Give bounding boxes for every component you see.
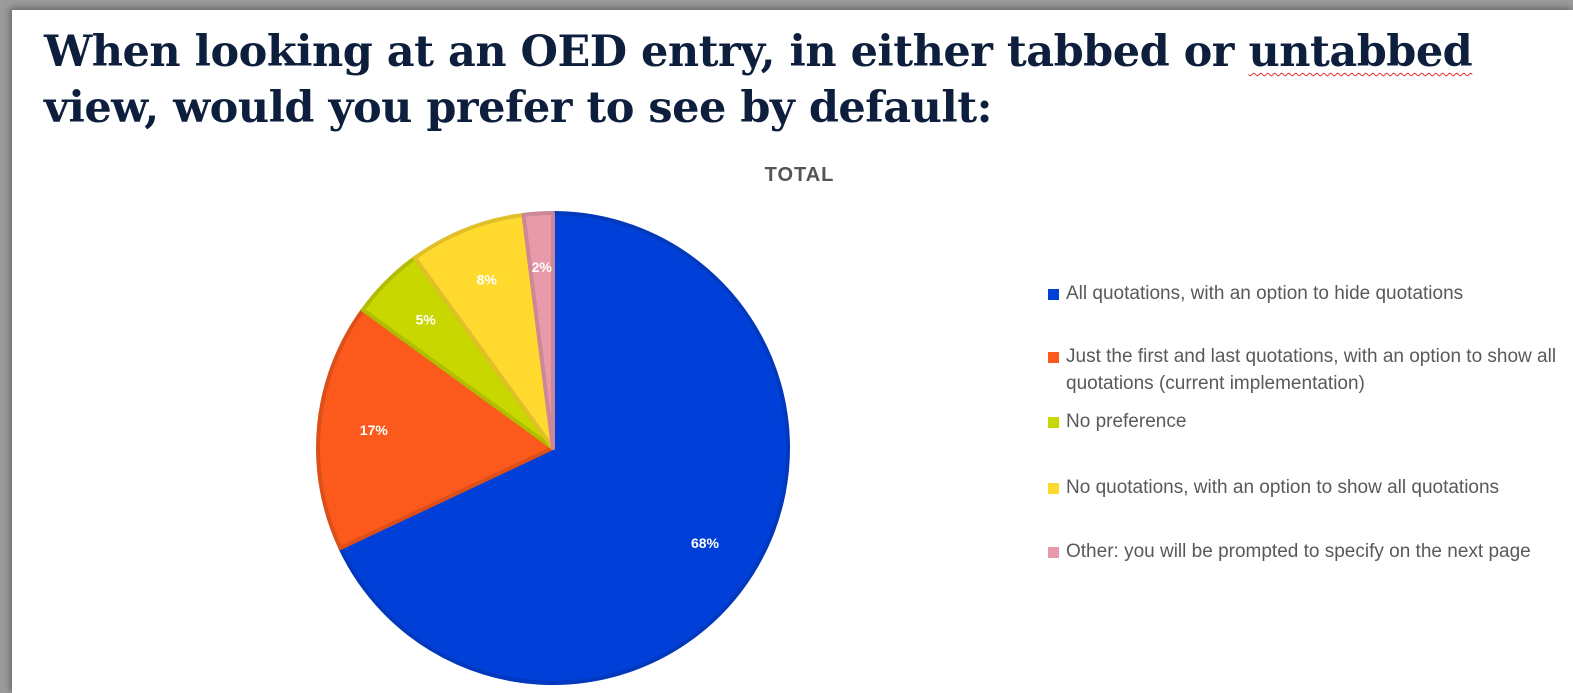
legend-item-1: All quotations, with an option to hide q… bbox=[1046, 280, 1566, 307]
slide: When looking at an OED entry, in either … bbox=[12, 10, 1573, 693]
chart-title: TOTAL bbox=[764, 164, 835, 186]
pie-slice-2 bbox=[316, 307, 555, 551]
legend-swatch bbox=[1048, 289, 1059, 300]
pie-data-label-3: 5% bbox=[416, 311, 437, 327]
legend-item-3: No preference bbox=[1046, 408, 1566, 435]
legend-label: All quotations, with an option to hide q… bbox=[1066, 283, 1464, 304]
slide-title-untabbed-word: untabbed bbox=[1248, 27, 1473, 77]
pie-chart: 68% 17% 5% 8% 2% bbox=[316, 211, 790, 685]
legend-label: No preference bbox=[1066, 411, 1187, 432]
legend-item-2: Just the first and last quotations, with… bbox=[1046, 343, 1566, 397]
slide-title-part-1: When looking at an OED entry, in either … bbox=[44, 27, 1249, 77]
pie-data-label-1: 68% bbox=[691, 535, 720, 551]
legend-item-4: No quotations, with an option to show al… bbox=[1046, 474, 1566, 501]
pie-data-label-2: 17% bbox=[360, 422, 389, 438]
slide-title: When looking at an OED entry, in either … bbox=[44, 24, 1564, 136]
pie-slice-1 bbox=[338, 211, 790, 685]
pie-slice-5 bbox=[521, 211, 555, 450]
legend-item-5: Other: you will be prompted to specify o… bbox=[1046, 538, 1566, 565]
legend-swatch bbox=[1048, 547, 1059, 558]
legend-label: No quotations, with an option to show al… bbox=[1066, 477, 1500, 498]
pie-data-label-5: 2% bbox=[532, 259, 553, 275]
legend-swatch bbox=[1048, 352, 1059, 363]
pie-data-label-4: 8% bbox=[477, 271, 498, 287]
legend-swatch bbox=[1048, 483, 1059, 494]
legend-label: Other: you will be prompted to specify o… bbox=[1066, 541, 1531, 562]
legend-label: Just the first and last quotations, with… bbox=[1066, 346, 1557, 394]
legend-swatch bbox=[1048, 417, 1059, 428]
pie-slice-4 bbox=[412, 212, 555, 450]
slide-title-part-2: view, would you prefer to see by default… bbox=[44, 83, 992, 133]
